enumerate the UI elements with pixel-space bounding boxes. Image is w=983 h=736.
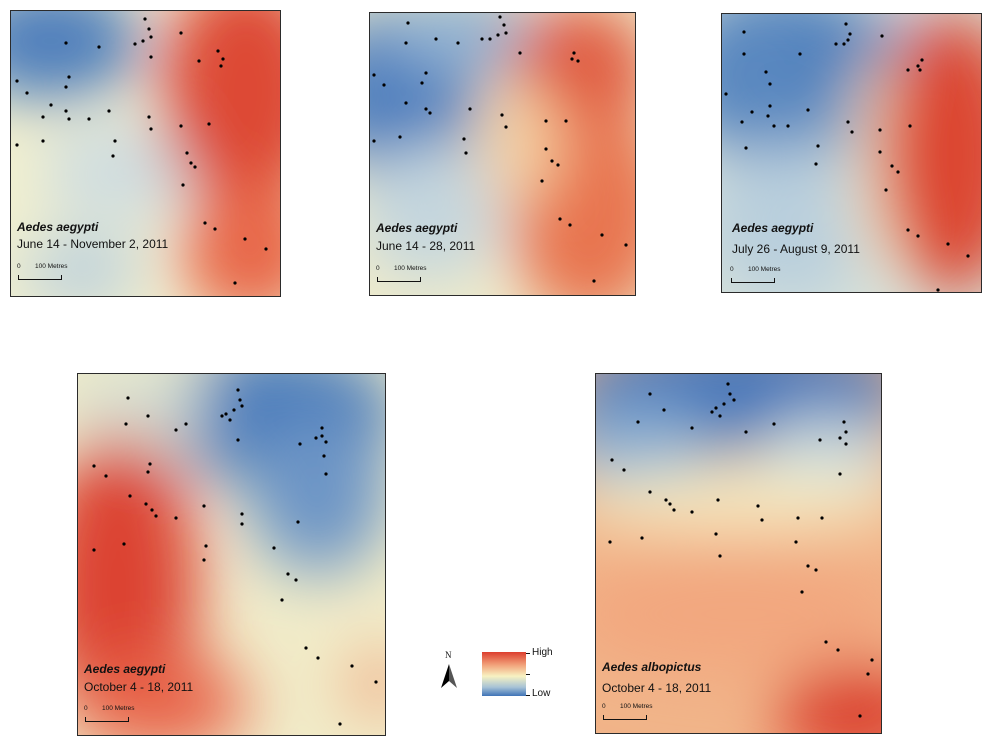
species-label: Aedes aegypti (17, 220, 99, 234)
scale-distance-label: 100 Metres (35, 263, 68, 270)
north-arrow: N (438, 650, 460, 690)
legend-tick-mid (526, 674, 530, 675)
map-panel-5: Aedes albopictus October 4 - 18, 2011 0 … (595, 373, 882, 734)
legend-color-ramp (482, 652, 526, 696)
scale-distance-label: 100 Metres (394, 265, 427, 272)
date-range-label: June 14 - 28, 2011 (376, 239, 476, 253)
scale-zero-label: 0 (376, 265, 380, 272)
north-arrow-icon (441, 664, 457, 688)
scale-distance-label: 100 Metres (620, 703, 653, 710)
scale-bar: 0 100 Metres (730, 266, 810, 286)
species-label: Aedes aegypti (376, 221, 458, 235)
date-range-label: October 4 - 18, 2011 (84, 680, 194, 694)
sample-points (92, 388, 378, 726)
scale-distance-label: 100 Metres (102, 705, 135, 712)
sample-points (372, 15, 628, 283)
legend-high-label: High (532, 647, 553, 658)
scale-bar-line (603, 715, 647, 720)
interpolated-surface (596, 374, 881, 733)
scale-distance-label: 100 Metres (748, 266, 781, 273)
scale-bar: 0 100 Metres (376, 265, 456, 285)
map-panel-3: Aedes aegypti July 26 - August 9, 2011 0… (721, 13, 982, 293)
scale-bar: 0 100 Metres (17, 263, 97, 283)
scale-zero-label: 0 (602, 703, 606, 710)
map-panel-1: Aedes aegypti June 14 - November 2, 2011… (10, 10, 281, 297)
interpolated-surface (722, 14, 981, 292)
sample-points (724, 22, 970, 292)
map-panel-4: Aedes aegypti October 4 - 18, 2011 0 100… (77, 373, 386, 736)
sample-points (15, 17, 268, 285)
interpolated-surface (78, 374, 385, 735)
map-panel-2: Aedes aegypti June 14 - 28, 2011 0 100 M… (369, 12, 636, 296)
date-range-label: June 14 - November 2, 2011 (17, 237, 169, 251)
species-label: Aedes aegypti (84, 662, 166, 676)
species-label: Aedes aegypti (732, 221, 814, 235)
scale-bar: 0 100 Metres (84, 705, 164, 725)
interpolated-surface (370, 13, 635, 295)
north-label: N (445, 650, 452, 660)
legend-tick-high (526, 653, 530, 654)
date-range-label: October 4 - 18, 2011 (602, 681, 712, 695)
scale-zero-label: 0 (730, 266, 734, 273)
legend-tick-low (526, 695, 530, 696)
scale-bar-line (731, 278, 775, 283)
legend: High Low (482, 647, 572, 700)
interpolated-surface (11, 11, 280, 296)
scale-bar: 0 100 Metres (602, 703, 682, 723)
scale-bar-line (377, 277, 421, 282)
legend-low-label: Low (532, 688, 551, 699)
scale-zero-label: 0 (17, 263, 21, 270)
species-label: Aedes albopictus (602, 660, 702, 674)
sample-points (608, 382, 874, 718)
scale-zero-label: 0 (84, 705, 88, 712)
scale-bar-line (85, 717, 129, 722)
date-range-label: July 26 - August 9, 2011 (732, 242, 860, 256)
scale-bar-line (18, 275, 62, 280)
